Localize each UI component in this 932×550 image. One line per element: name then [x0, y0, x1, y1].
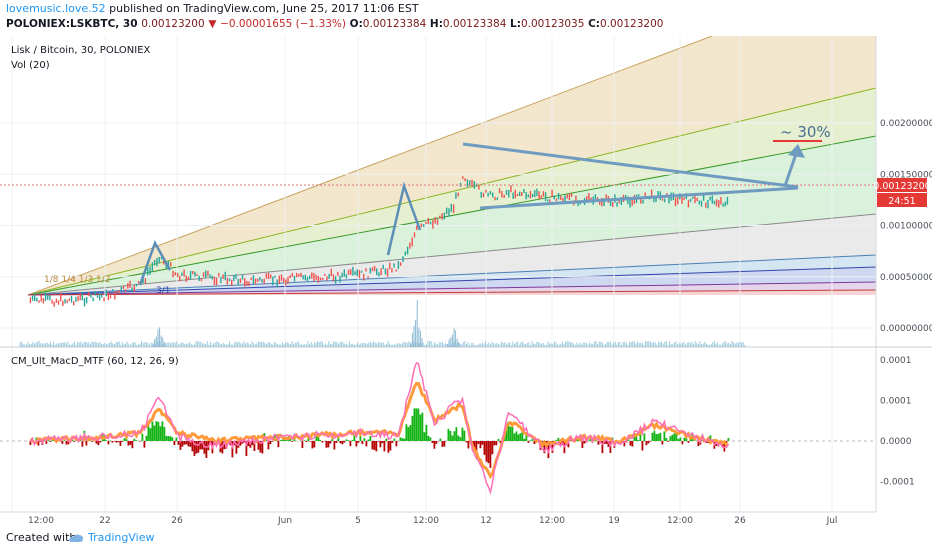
open-value: 0.00123384	[362, 18, 427, 30]
macd-series	[0, 362, 876, 495]
time-axis[interactable]: 12:00 22 26 Jun 5 12:00 12 12:00 19 12:00 26 Jul	[28, 516, 837, 526]
gann-fan[interactable]	[27, 35, 877, 296]
fan-small-label: 3/1	[156, 286, 170, 296]
time-axis-tick: Jun	[277, 516, 292, 526]
price-tag	[877, 178, 927, 192]
fan-labels: 1/8 1/4 1/3 1/2	[44, 275, 111, 285]
wave-drawing-1	[138, 239, 172, 286]
footer: Created with TradingView	[0, 526, 932, 550]
low-value: 0.00123035	[520, 18, 585, 30]
publish-text: published on TradingView.com, June 25, 2…	[105, 2, 419, 15]
fan-line-5	[27, 254, 877, 296]
macd-line	[29, 362, 730, 495]
tradingview-link[interactable]: TradingView	[88, 531, 155, 544]
chart-svg[interactable]: ~ 30% 1/8 1/4 1/3 1/2 3/1 Lisk / Bitcoin…	[0, 35, 932, 526]
time-axis-tick: 26	[734, 516, 746, 526]
price-series	[29, 176, 729, 307]
high-label: H:	[429, 18, 443, 30]
time-axis-tick: 12	[480, 516, 491, 526]
fan-line-1	[27, 35, 713, 296]
fan-line-4	[27, 213, 877, 296]
symbol-name[interactable]: POLONIEX:LSKBTC, 30	[6, 18, 138, 30]
volume-legend[interactable]: Vol (20)	[11, 60, 50, 71]
main-legend[interactable]: Lisk / Bitcoin, 30, POLONIEX	[11, 45, 151, 56]
price-axis-tick: 0.00150000	[880, 170, 932, 180]
price-axis-tick: 0.00100000	[880, 222, 932, 232]
fan-line-6	[27, 266, 877, 296]
author-link[interactable]: lovemusic.love.52	[6, 2, 106, 15]
close-label: C:	[588, 18, 600, 30]
low-label: L:	[510, 18, 521, 30]
chart-area[interactable]: ~ 30% 1/8 1/4 1/3 1/2 3/1 Lisk / Bitcoin…	[0, 35, 932, 526]
tradingview-logo-icon	[69, 534, 83, 542]
time-axis-tick: 19	[608, 516, 620, 526]
price-axis-tick: 0.00050000	[880, 273, 932, 283]
price-change: −0.00001655 (−1.33%)	[220, 18, 347, 30]
triangle-down-icon: ▼	[208, 18, 217, 30]
fan-line-7	[27, 281, 877, 296]
countdown-tag	[877, 193, 927, 207]
fan-line-8	[27, 289, 877, 296]
price-axis[interactable]: 0.00200000 0.00150000 0.00100000 0.00050000…	[880, 119, 932, 334]
user-drawings[interactable]	[138, 140, 822, 286]
symbol-bar: POLONIEX:LSKBTC, 30 0.00123200 ▼ −0.0000…	[6, 18, 663, 30]
high-value: 0.00123384	[442, 18, 507, 30]
time-axis-tick: 12:00	[28, 516, 54, 526]
publish-info: lovemusic.love.52 published on TradingVi…	[6, 2, 419, 15]
open-label: O:	[349, 18, 363, 30]
countdown-tag-text: 24:51	[888, 196, 915, 207]
wave-drawing-2	[386, 181, 422, 256]
macd-axis-tick: 0.0001	[880, 397, 912, 407]
macd-axis-tick: 0.0000	[880, 437, 912, 447]
last-price: 0.00123200	[141, 18, 205, 30]
macd-axis[interactable]: 0.0001 0.0001 0.0000 -0.0001	[880, 356, 915, 488]
time-axis-tick: 12:00	[667, 516, 693, 526]
target-label: ~ 30%	[780, 123, 831, 141]
triangle-upper-line	[462, 142, 799, 189]
time-axis-tick: 5	[355, 516, 361, 526]
close-value: 0.00123200	[599, 18, 664, 30]
time-axis-tick: 12:00	[539, 516, 565, 526]
time-axis-tick: 22	[99, 516, 110, 526]
time-axis-tick: 26	[171, 516, 183, 526]
fan-band-1	[28, 36, 876, 295]
time-axis-tick: 12:00	[413, 516, 439, 526]
triangle-lower-line	[479, 186, 799, 210]
price-tag-text: 0.00123200	[873, 181, 930, 192]
indicator-legend[interactable]: CM_Ult_MacD_MTF (60, 12, 26, 9)	[11, 356, 179, 367]
volume-series	[19, 300, 746, 347]
macd-axis-tick: -0.0001	[880, 478, 915, 488]
price-axis-tick: 0.00200000	[880, 119, 932, 129]
macd-axis-tick: 0.0001	[880, 356, 912, 366]
price-axis-tick: 0.00000000	[880, 324, 932, 334]
target-arrow-head	[788, 144, 805, 158]
created-with-text: Created with	[6, 531, 77, 544]
time-axis-tick: Jul	[826, 516, 838, 526]
